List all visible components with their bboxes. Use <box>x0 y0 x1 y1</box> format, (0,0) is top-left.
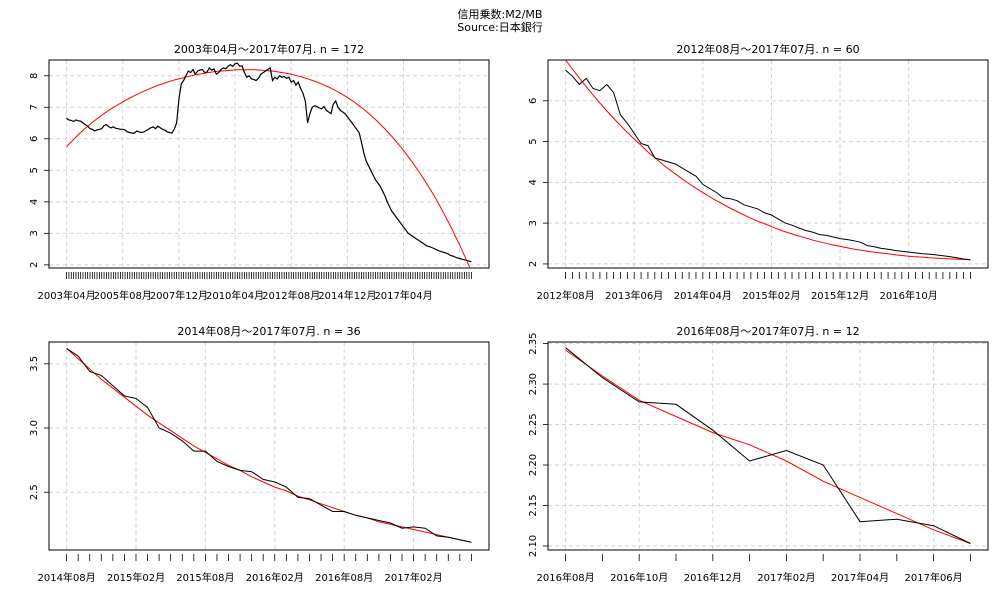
y-tick-label: 2.15 <box>528 494 539 516</box>
panel-title: 2014年08月～2017年07月. n = 36 <box>177 324 360 338</box>
plot-frame <box>547 341 989 551</box>
y-tick-label: 2 <box>29 262 40 268</box>
data-line <box>565 347 971 544</box>
x-tick-label: 2016年08月 <box>315 571 373 584</box>
y-tick-label: 3 <box>29 230 40 236</box>
plot-frame <box>547 59 989 269</box>
y-tick-label: 4 <box>528 179 539 185</box>
chart-panel-3: 2014年08月～2017年07月. n = 36 2014年08月 2015年02… <box>29 324 490 584</box>
y-tick-label: 3.0 <box>29 420 40 436</box>
x-tick-label: 2012年08月 <box>537 289 595 302</box>
x-tick-label: 2017年02月 <box>384 571 442 584</box>
x-tick-label: 2016年08月 <box>537 571 595 584</box>
panel-title: 2012年08月～2017年07月. n = 60 <box>676 42 859 56</box>
figure-title: 信用乗数:M2/MB <box>457 8 543 21</box>
x-tick-label: 2017年04月 <box>374 289 432 302</box>
y-tick-label: 2.20 <box>528 454 539 476</box>
x-tick-label: 2005年08月 <box>94 289 152 302</box>
trend-line <box>565 60 971 261</box>
y-tick-label: 2.5 <box>29 484 40 500</box>
x-tick-label: 2016年02月 <box>246 571 304 584</box>
x-tick-label: 2017年06月 <box>905 571 963 584</box>
y-tick-label: 3 <box>528 220 539 226</box>
data-line <box>66 347 472 543</box>
x-tick-label: 2017年04月 <box>831 571 889 584</box>
x-tick-label: 2016年10月 <box>610 571 668 584</box>
x-tick-label: 2015年12月 <box>811 289 869 302</box>
trend-line <box>565 349 971 544</box>
plot-frame <box>48 341 490 551</box>
x-tick-label: 2010年04月 <box>206 289 264 302</box>
panel-title: 2016年08月～2017年07月. n = 12 <box>676 324 859 338</box>
x-tick-label: 2014年08月 <box>38 571 96 584</box>
y-tick-label: 2.35 <box>528 332 539 354</box>
panel-title: 2003年04月～2017年07月. n = 172 <box>174 42 364 56</box>
y-tick-label: 6 <box>528 98 539 104</box>
x-tick-label: 2015年08月 <box>176 571 234 584</box>
trend-line <box>66 348 472 543</box>
y-tick-label: 2.25 <box>528 413 539 435</box>
x-tick-label: 2014年12月 <box>318 289 376 302</box>
plot-frame <box>48 59 490 269</box>
x-tick-label: 2017年02月 <box>757 571 815 584</box>
x-tick-label: 2013年06月 <box>605 289 663 302</box>
chart-panel-2: 2012年08月～2017年07月. n = 60 2012年08月 2013年06… <box>528 42 989 302</box>
y-tick-label: 4 <box>29 199 40 205</box>
x-tick-label: 2015年02月 <box>107 571 165 584</box>
x-tick-label: 2003年04月 <box>38 289 96 302</box>
x-tick-label: 2014年04月 <box>674 289 732 302</box>
x-tick-label: 2007年12月 <box>150 289 208 302</box>
y-tick-label: 5 <box>528 138 539 144</box>
y-tick-label: 6 <box>29 136 40 142</box>
x-tick-label: 2012年08月 <box>262 289 320 302</box>
x-tick-label: 2015年02月 <box>742 289 800 302</box>
y-tick-label: 2 <box>528 261 539 267</box>
chart-panel-1: 2003年04月～2017年07月. n = 172 2003年04月2005年0… <box>29 42 490 302</box>
y-tick-label: 3.5 <box>29 356 40 372</box>
y-tick-label: 2.10 <box>528 535 539 557</box>
y-tick-label: 2.30 <box>528 373 539 395</box>
trend-line <box>66 69 471 268</box>
x-tick-label: 2016年12月 <box>684 571 742 584</box>
data-line <box>565 69 971 261</box>
figure-subtitle: Source:日本銀行 <box>457 21 543 34</box>
chart-panel-4: 2016年08月～2017年07月. n = 12 2016年08月 2016年10… <box>528 324 989 584</box>
data-line <box>66 62 472 263</box>
y-tick-label: 7 <box>29 104 40 110</box>
x-tick-label: 2016年10月 <box>880 289 938 302</box>
y-tick-label: 8 <box>29 73 40 79</box>
y-tick-label: 5 <box>29 167 40 173</box>
